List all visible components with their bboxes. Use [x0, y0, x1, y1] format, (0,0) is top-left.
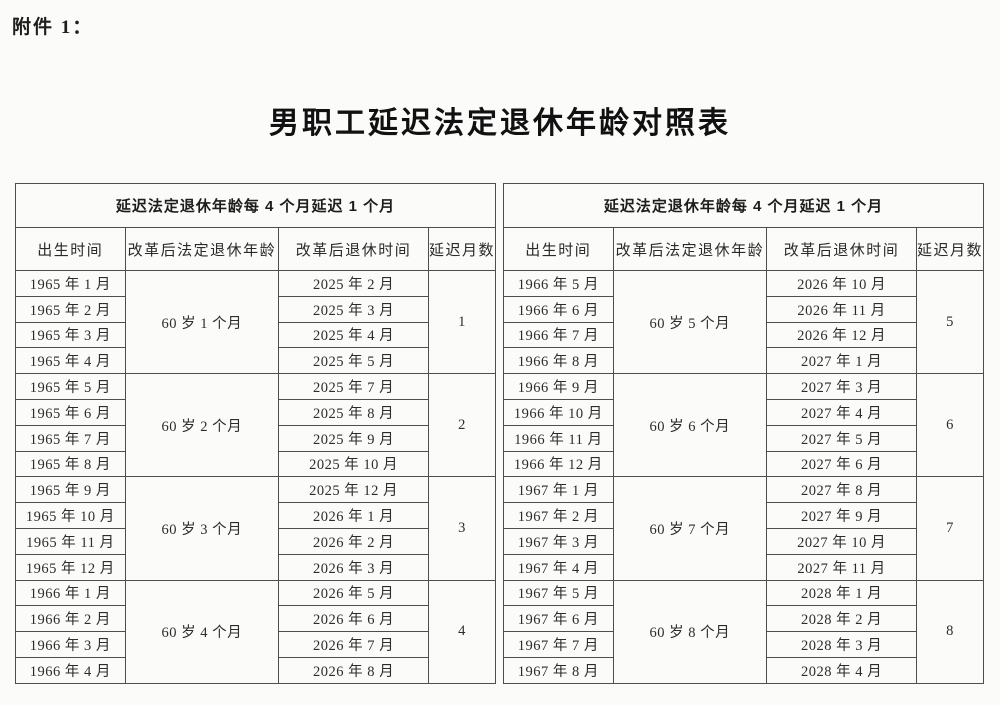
retirement-age-cell: 60 岁 4 个月: [124, 579, 280, 684]
retirement-date-cell: 2027 年 1 月: [766, 347, 917, 375]
col-header-birth-date: 出生时间: [15, 227, 126, 271]
birth-date-cell: 1967 年 6 月: [503, 605, 614, 633]
birth-date-cell: 1966 年 3 月: [15, 631, 126, 658]
retirement-date-cell: 2026 年 12 月: [766, 321, 917, 349]
retirement-age-cell: 60 岁 5 个月: [612, 269, 768, 375]
birth-date-cell: 1966 年 12 月: [503, 450, 614, 478]
birth-date-cell: 1965 年 5 月: [15, 373, 126, 400]
retirement-date-cell: 2028 年 1 月: [766, 579, 917, 607]
delay-months-cell: 3: [427, 476, 497, 581]
birth-date-cell: 1965 年 6 月: [15, 398, 126, 426]
retirement-date-cell: 2027 年 6 月: [766, 450, 917, 478]
delay-months-cell: 2: [427, 373, 497, 478]
birth-date-cell: 1965 年 4 月: [15, 347, 126, 375]
retirement-date-cell: 2026 年 8 月: [278, 656, 429, 684]
retirement-date-cell: 2027 年 11 月: [766, 553, 917, 581]
col-header-delay-months: 延迟月数: [427, 227, 497, 271]
retirement-date-cell: 2028 年 2 月: [766, 605, 917, 633]
birth-date-cell: 1966 年 5 月: [503, 270, 614, 297]
col-header-retirement-age: 改革后法定退休年龄: [612, 227, 768, 271]
birth-date-cell: 1967 年 4 月: [503, 553, 614, 581]
birth-date-cell: 1967 年 1 月: [503, 476, 614, 504]
birth-date-cell: 1965 年 7 月: [15, 424, 126, 452]
birth-date-cell: 1966 年 10 月: [503, 398, 614, 426]
col-header-retirement-date: 改革后退休时间: [278, 227, 429, 271]
retirement-age-cell: 60 岁 2 个月: [124, 373, 280, 478]
birth-date-cell: 1966 年 7 月: [503, 321, 614, 349]
retirement-date-cell: 2025 年 8 月: [278, 398, 429, 426]
birth-date-cell: 1966 年 9 月: [503, 373, 614, 400]
delay-months-cell: 7: [915, 476, 985, 581]
birth-date-cell: 1966 年 8 月: [503, 347, 614, 375]
retirement-date-cell: 2025 年 5 月: [278, 347, 429, 375]
delay-months-cell: 5: [915, 269, 985, 375]
birth-date-cell: 1966 年 6 月: [503, 295, 614, 323]
col-header-retirement-age: 改革后法定退休年龄: [124, 227, 280, 271]
retirement-age-cell: 60 岁 3 个月: [124, 476, 280, 581]
birth-date-cell: 1967 年 2 月: [503, 502, 614, 529]
retirement-date-cell: 2027 年 10 月: [766, 527, 917, 555]
retirement-date-cell: 2027 年 8 月: [766, 476, 917, 504]
retirement-date-cell: 2026 年 11 月: [766, 295, 917, 323]
retirement-date-cell: 2028 年 4 月: [766, 656, 917, 684]
retirement-date-cell: 2025 年 2 月: [278, 270, 429, 297]
birth-date-cell: 1965 年 2 月: [15, 295, 126, 323]
col-header-delay-months: 延迟月数: [915, 227, 985, 271]
birth-date-cell: 1966 年 4 月: [15, 656, 126, 684]
page-title: 男职工延迟法定退休年龄对照表: [269, 107, 731, 140]
birth-date-cell: 1965 年 12 月: [15, 553, 126, 581]
table-span-header: 延迟法定退休年龄每 4 个月延迟 1 个月: [503, 183, 984, 228]
retirement-date-cell: 2025 年 10 月: [278, 450, 429, 478]
birth-date-cell: 1965 年 9 月: [15, 476, 126, 504]
delay-months-cell: 1: [427, 269, 497, 375]
retirement-date-cell: 2025 年 9 月: [278, 424, 429, 452]
attachment-label: 附件 1：: [12, 17, 94, 38]
retirement-date-cell: 2025 年 4 月: [278, 321, 429, 349]
col-header-retirement-date: 改革后退休时间: [766, 227, 917, 271]
birth-date-cell: 1967 年 3 月: [503, 527, 614, 555]
retirement-date-cell: 2026 年 10 月: [766, 270, 917, 297]
birth-date-cell: 1965 年 1 月: [15, 270, 126, 297]
retirement-age-cell: 60 岁 7 个月: [612, 476, 768, 581]
retirement-date-cell: 2026 年 1 月: [278, 502, 429, 529]
tables-container: 延迟法定退休年龄每 4 个月延迟 1 个月 出生时间 改革后法定退休年龄 改革后…: [15, 183, 985, 684]
retirement-table-right: 延迟法定退休年龄每 4 个月延迟 1 个月 出生时间 改革后法定退休年龄 改革后…: [503, 183, 985, 684]
retirement-date-cell: 2027 年 5 月: [766, 424, 917, 452]
birth-date-cell: 1965 年 10 月: [15, 502, 126, 529]
retirement-age-cell: 60 岁 1 个月: [124, 269, 280, 375]
birth-date-cell: 1966 年 2 月: [15, 605, 126, 633]
retirement-date-cell: 2026 年 3 月: [278, 553, 429, 581]
retirement-date-cell: 2025 年 7 月: [278, 373, 429, 400]
retirement-age-cell: 60 岁 6 个月: [612, 373, 768, 478]
birth-date-cell: 1965 年 8 月: [15, 450, 126, 478]
birth-date-cell: 1966 年 1 月: [15, 579, 126, 607]
retirement-date-cell: 2025 年 12 月: [278, 476, 429, 504]
retirement-date-cell: 2027 年 3 月: [766, 373, 917, 400]
retirement-date-cell: 2026 年 6 月: [278, 605, 429, 633]
birth-date-cell: 1967 年 8 月: [503, 656, 614, 684]
delay-months-cell: 4: [427, 579, 497, 684]
birth-date-cell: 1966 年 11 月: [503, 424, 614, 452]
retirement-date-cell: 2026 年 2 月: [278, 527, 429, 555]
retirement-date-cell: 2025 年 3 月: [278, 295, 429, 323]
retirement-date-cell: 2027 年 4 月: [766, 398, 917, 426]
birth-date-cell: 1967 年 7 月: [503, 631, 614, 658]
col-header-birth-date: 出生时间: [503, 227, 614, 271]
birth-date-cell: 1965 年 11 月: [15, 527, 126, 555]
delay-months-cell: 6: [915, 373, 985, 478]
retirement-date-cell: 2027 年 9 月: [766, 502, 917, 529]
birth-date-cell: 1967 年 5 月: [503, 579, 614, 607]
retirement-table-left: 延迟法定退休年龄每 4 个月延迟 1 个月 出生时间 改革后法定退休年龄 改革后…: [15, 183, 497, 684]
retirement-age-cell: 60 岁 8 个月: [612, 579, 768, 684]
birth-date-cell: 1965 年 3 月: [15, 321, 126, 349]
table-span-header: 延迟法定退休年龄每 4 个月延迟 1 个月: [15, 183, 496, 228]
retirement-date-cell: 2028 年 3 月: [766, 631, 917, 658]
retirement-date-cell: 2026 年 5 月: [278, 579, 429, 607]
retirement-date-cell: 2026 年 7 月: [278, 631, 429, 658]
delay-months-cell: 8: [915, 579, 985, 684]
